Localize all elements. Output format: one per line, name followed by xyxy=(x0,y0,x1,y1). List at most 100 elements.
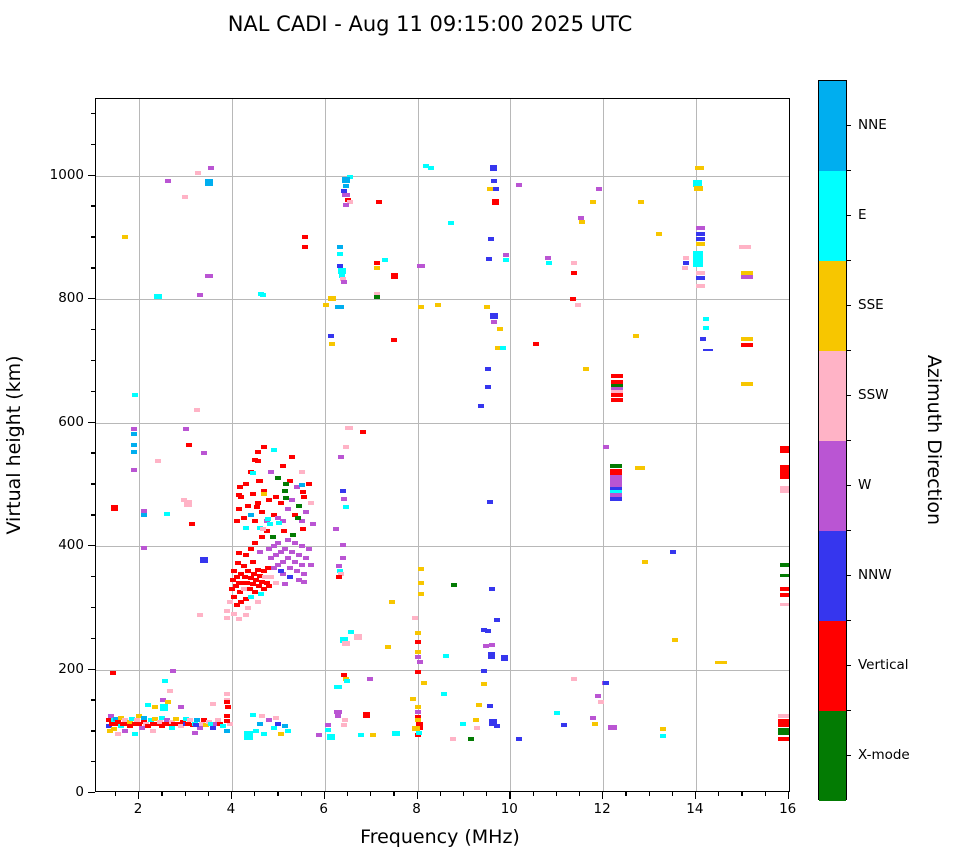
echo-point xyxy=(175,721,182,726)
echo-point xyxy=(409,696,416,701)
echo-point xyxy=(610,468,623,473)
y-tick-label: 400 xyxy=(58,537,84,553)
echo-point xyxy=(341,176,350,183)
echo-point xyxy=(486,256,493,261)
echo-point xyxy=(696,276,705,281)
colorbar-tick xyxy=(847,755,851,757)
echo-point xyxy=(228,587,235,592)
y-minor-tick xyxy=(91,575,95,578)
y-axis-title: Virtual height (km) xyxy=(3,355,25,535)
echo-point xyxy=(183,427,189,432)
echo-point xyxy=(300,579,307,584)
y-tick-label: 1000 xyxy=(49,166,84,183)
gridline-y xyxy=(96,175,789,177)
echo-point xyxy=(240,563,247,568)
gridline-x xyxy=(788,99,789,791)
echo-point xyxy=(270,565,277,570)
echo-point xyxy=(198,721,205,726)
echo-point xyxy=(284,556,291,561)
echo-point xyxy=(342,203,349,208)
colorbar-segment-sse xyxy=(819,261,846,351)
colorbar-boundary-tick xyxy=(847,530,851,532)
echo-point xyxy=(740,270,753,275)
echo-point xyxy=(696,271,705,276)
colorbar-title: Azimuth Direction xyxy=(923,354,945,526)
echo-point xyxy=(483,304,490,309)
echo-point xyxy=(108,713,115,718)
echo-point xyxy=(696,231,705,236)
echo-point xyxy=(595,694,601,699)
echo-point xyxy=(263,581,270,586)
colorbar-segment-nnw xyxy=(819,531,846,621)
echo-point xyxy=(483,644,490,648)
echo-point xyxy=(412,726,421,732)
echo-point xyxy=(635,465,646,470)
echo-point xyxy=(166,688,173,693)
echo-point xyxy=(245,503,252,508)
x-minor-tick xyxy=(718,792,720,796)
x-minor-tick xyxy=(741,792,743,796)
echo-point xyxy=(715,661,728,665)
x-tick-label: 4 xyxy=(226,801,236,817)
echo-point xyxy=(152,716,159,721)
echo-point xyxy=(497,327,504,332)
echo-point xyxy=(338,454,344,459)
echo-point xyxy=(280,559,286,564)
gridline-x xyxy=(510,99,512,791)
echo-point xyxy=(136,713,143,718)
gridline-x xyxy=(417,99,419,791)
echo-point xyxy=(560,723,567,728)
echo-point xyxy=(305,547,312,552)
echo-point xyxy=(415,705,422,710)
x-minor-tick xyxy=(393,792,395,796)
echo-point xyxy=(269,534,276,539)
echo-point xyxy=(607,725,617,731)
echo-point xyxy=(610,486,623,491)
echo-point xyxy=(488,237,495,242)
echo-point xyxy=(367,676,374,681)
echo-point xyxy=(468,736,475,741)
echo-point xyxy=(186,442,193,447)
echo-point xyxy=(299,526,306,531)
echo-point xyxy=(189,521,195,526)
colorbar-boundary-tick xyxy=(847,440,851,442)
echo-point xyxy=(516,183,523,188)
echo-point xyxy=(240,587,247,592)
echo-point xyxy=(283,495,290,500)
echo-point xyxy=(579,219,586,224)
echo-point xyxy=(238,599,245,604)
echo-point xyxy=(275,540,282,545)
echo-point xyxy=(347,199,354,204)
y-major-tick xyxy=(88,174,95,176)
echo-point xyxy=(245,605,252,610)
echo-point xyxy=(327,733,336,740)
echo-point xyxy=(233,574,240,579)
echo-point xyxy=(182,716,189,721)
echo-point xyxy=(434,303,441,308)
echo-point xyxy=(683,261,690,266)
echo-point xyxy=(268,574,275,579)
echo-point xyxy=(275,562,282,567)
echo-point xyxy=(342,504,349,509)
echo-point xyxy=(129,716,136,721)
echo-point xyxy=(184,721,191,726)
gridline-y xyxy=(96,546,789,547)
colorbar-segment-nne xyxy=(819,81,846,171)
y-major-tick xyxy=(88,421,95,423)
echo-point xyxy=(231,568,238,573)
echo-point xyxy=(193,723,200,728)
echo-point xyxy=(251,571,258,576)
echo-point xyxy=(140,715,147,720)
echo-point xyxy=(261,587,268,592)
echo-point xyxy=(239,581,246,586)
echo-point xyxy=(119,721,126,726)
echo-point xyxy=(389,599,395,604)
echo-point xyxy=(374,295,381,300)
echo-point xyxy=(293,485,300,490)
echo-point xyxy=(275,721,282,726)
echo-point xyxy=(106,724,112,729)
echo-point xyxy=(415,631,422,636)
echo-point xyxy=(226,721,233,726)
echo-point xyxy=(210,702,217,707)
